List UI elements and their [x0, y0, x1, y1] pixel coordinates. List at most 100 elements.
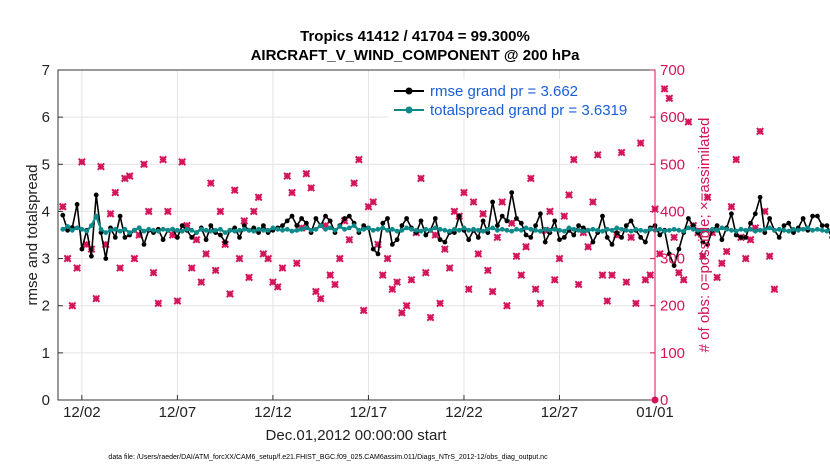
totalspread-point: [480, 228, 486, 234]
totalspread-point: [299, 226, 304, 232]
rmse-point: [466, 237, 472, 243]
totalspread-point: [261, 227, 266, 233]
obs-count-point: [58, 202, 67, 211]
obs-count-point: [636, 139, 645, 147]
x-tick-label: 12/22: [445, 404, 483, 421]
totalspread-point: [237, 227, 242, 233]
totalspread-point: [561, 228, 567, 234]
obs-count-point: [307, 183, 316, 192]
rmse-point: [256, 230, 261, 236]
totalspread-point: [213, 227, 219, 233]
totalspread-point: [141, 228, 147, 234]
obs-count-point: [383, 254, 392, 263]
obs-count-point: [178, 158, 187, 166]
rmse-point: [686, 216, 691, 221]
obs-count-point: [316, 294, 325, 303]
obs-count-point: [63, 254, 72, 263]
totalspread-point: [160, 226, 166, 232]
y-tick-label-left: 3: [42, 251, 50, 268]
totalspread-point: [361, 226, 367, 232]
totalspread-point: [499, 226, 505, 232]
obs-count-point: [703, 193, 712, 202]
totalspread-point: [800, 226, 806, 232]
obs-count-point: [464, 285, 473, 294]
obs-count-point: [288, 188, 296, 197]
series-layer: [58, 84, 830, 404]
totalspread-point: [222, 230, 228, 236]
totalspread-point: [729, 227, 734, 233]
totalspread-point: [461, 225, 467, 231]
obs-count-point: [192, 235, 201, 244]
rmse-point: [509, 190, 515, 196]
obs-count-point: [417, 174, 425, 183]
totalspread-point: [151, 227, 156, 233]
y-tick-label-right: 500: [660, 156, 685, 173]
totalspread-point: [475, 227, 481, 233]
obs-count-point: [741, 254, 750, 263]
totalspread-point: [175, 227, 180, 233]
y-tick-label-left: 4: [42, 203, 50, 220]
obs-count-point: [402, 301, 411, 310]
totalspread-point: [122, 226, 128, 232]
totalspread-point: [528, 226, 534, 232]
totalspread-point: [337, 224, 343, 229]
totalspread-point: [304, 225, 309, 231]
rmse-point: [323, 213, 328, 219]
rmse-point: [623, 223, 629, 229]
rmse-point: [538, 211, 543, 217]
rmse-point: [203, 237, 209, 243]
obs-count-point: [292, 259, 301, 268]
obs-count-point: [684, 117, 693, 126]
obs-count-point: [335, 254, 344, 263]
obs-count-point: [622, 278, 631, 287]
obs-count-point: [421, 268, 430, 277]
rmse-point: [218, 232, 223, 238]
totalspread-point: [370, 227, 376, 233]
rmse-point: [781, 223, 787, 229]
totalspread-point: [323, 226, 328, 232]
rmse-point: [590, 239, 596, 245]
totalspread-point: [413, 227, 419, 233]
rmse-point: [141, 242, 147, 247]
rmse-point: [456, 213, 462, 219]
totalspread-point: [709, 226, 715, 232]
obs-count-point: [206, 179, 215, 188]
obs-count-point: [555, 254, 564, 263]
y-tick-label-right: 0: [660, 392, 668, 409]
y-tick-label-right: 300: [660, 251, 685, 268]
rmse-point: [542, 239, 548, 245]
totalspread-point: [581, 228, 586, 234]
obs-count-point: [660, 84, 669, 93]
rmse-point: [437, 237, 443, 243]
rmse-point: [552, 218, 558, 224]
obs-count-point: [149, 268, 158, 277]
totalspread-point: [342, 226, 347, 232]
obs-count-point: [445, 264, 454, 272]
rmse-point: [609, 242, 615, 247]
totalspread-point: [399, 227, 405, 233]
totalspread-point: [165, 227, 171, 233]
obs-count-point: [311, 287, 320, 296]
y-tick-label-left: 7: [42, 62, 50, 79]
rmse-point: [232, 225, 238, 231]
totalspread-point: [452, 226, 457, 232]
totalspread-point: [136, 225, 142, 231]
obs-count-point: [426, 313, 435, 322]
totalspread-point: [284, 226, 290, 232]
rmse-point: [518, 220, 524, 226]
rmse-point: [600, 213, 605, 219]
totalspread-point: [179, 228, 185, 234]
totalspread-point: [155, 228, 161, 234]
totalspread-point: [676, 227, 682, 233]
totalspread-point: [495, 227, 500, 233]
y-tick-label-right: 200: [660, 298, 685, 315]
totalspread-point: [394, 228, 400, 234]
totalspread-point: [547, 227, 553, 233]
totalspread-point: [241, 226, 247, 232]
totalspread-point: [60, 226, 66, 232]
totalspread-point: [733, 228, 739, 234]
totalspread-point: [79, 226, 85, 232]
rmse-point: [432, 216, 438, 221]
x-tick-label: 12/27: [541, 404, 579, 421]
obs-count-point: [727, 202, 736, 211]
